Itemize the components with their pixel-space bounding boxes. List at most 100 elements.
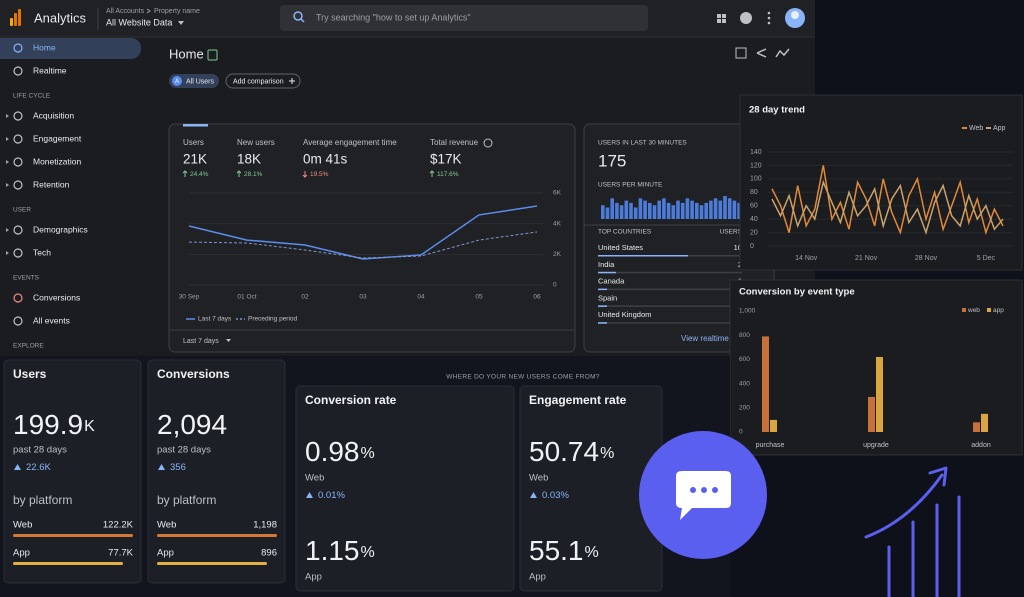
big-unit: %	[585, 544, 599, 561]
platform-value: 1,198	[253, 520, 277, 531]
minute-bar	[704, 202, 708, 219]
nav-expand	[6, 251, 9, 255]
y-tick-label: 80	[750, 189, 758, 196]
nav-section-title: USER	[13, 207, 31, 214]
big-unit: K	[84, 418, 95, 435]
nav-item[interactable]: Demographics	[33, 224, 88, 234]
search-icon	[293, 11, 303, 21]
minute-bar	[695, 202, 699, 219]
apps-icon	[717, 19, 721, 23]
per-minute-label: USERS PER MINUTE	[598, 182, 663, 189]
search-placeholder[interactable]: Try searching "how to set up Analytics"	[316, 12, 471, 22]
country-track	[598, 271, 742, 274]
compare-chip[interactable]	[225, 73, 301, 89]
logo-bar	[10, 18, 13, 26]
metric-value: $17K	[430, 152, 462, 167]
search-box[interactable]	[280, 5, 648, 31]
metric-change: 24.4%	[190, 171, 209, 178]
change: 0.03%	[542, 490, 569, 501]
nav-icon	[13, 66, 23, 76]
nav-icon	[13, 180, 23, 190]
summary-card	[147, 359, 286, 584]
rate-card	[295, 385, 515, 592]
metric-label: Users	[183, 138, 204, 147]
more-icon	[767, 16, 771, 20]
change: 22.6K	[26, 462, 51, 473]
minute-bar	[699, 205, 704, 219]
search-icon-handle	[300, 18, 305, 23]
nav-item[interactable]: Monetization	[33, 156, 81, 166]
big-value: 199.9K	[13, 409, 95, 440]
platform-name: App	[529, 572, 546, 583]
big-value: 1.15%	[305, 535, 375, 566]
chat-bubble	[676, 471, 731, 520]
minute-bar	[676, 200, 680, 219]
countries-label: TOP COUNTRIES	[598, 229, 652, 236]
platform-name: Web	[157, 520, 176, 531]
more-icon	[767, 21, 771, 25]
minute-bar	[601, 205, 605, 219]
active-tab	[183, 124, 208, 127]
nav-item[interactable]: Realtime	[33, 65, 67, 75]
nav-expand	[6, 160, 9, 164]
country-bar	[598, 255, 688, 257]
x-tick-label: 14 Nov	[795, 255, 818, 262]
nav-item[interactable]: All events	[33, 315, 70, 325]
card-title: Conversions	[157, 367, 230, 381]
minute-bar	[638, 198, 643, 219]
nav-item[interactable]: Engagement	[33, 133, 82, 143]
change-arrow	[306, 492, 313, 498]
nav-item[interactable]: Tech	[33, 247, 51, 257]
realtime-link[interactable]: View realtime	[681, 334, 729, 343]
range-selector[interactable]: Last 7 days	[183, 338, 219, 345]
filter-label[interactable]: All Users	[186, 78, 215, 85]
bar	[973, 422, 980, 432]
big-value: 55.1%	[529, 535, 599, 566]
platform-bar	[13, 562, 123, 565]
big-number: 1.15	[305, 535, 360, 566]
change: 356	[170, 462, 186, 473]
metric-change: 19.5%	[310, 171, 329, 178]
nav-item[interactable]: Retention	[33, 179, 70, 189]
metric-value: 21K	[183, 152, 207, 167]
big-value: 50.74%	[529, 436, 614, 467]
nav-icon	[13, 225, 23, 235]
avatar-head	[791, 11, 799, 19]
compare-plus	[289, 78, 295, 84]
page-title: Home	[169, 46, 204, 61]
country-users: 10	[734, 243, 742, 252]
nav-item[interactable]: Conversions	[33, 292, 80, 302]
y-tick-label: 120	[750, 162, 762, 169]
metric-value: 0m 41s	[303, 152, 348, 167]
range-dropdown	[226, 339, 231, 342]
minute-bar	[671, 205, 676, 219]
minute-bar	[718, 200, 723, 219]
property-name[interactable]: All Website Data	[106, 17, 172, 27]
y-tick-label: 600	[739, 356, 750, 363]
y-tick-label: 800	[739, 332, 750, 339]
bar	[762, 336, 769, 432]
nav-item[interactable]: Home	[33, 42, 56, 52]
nav-item[interactable]: Acquisition	[33, 110, 74, 120]
help-icon	[740, 12, 752, 24]
app-name: Analytics	[34, 10, 87, 25]
trend-title: 28 day trend	[749, 105, 805, 116]
compare-label[interactable]: Add comparison	[233, 78, 284, 85]
minute-bar	[723, 196, 727, 219]
period: past 28 days	[157, 445, 211, 456]
card-title: Users	[13, 367, 47, 381]
breakdown-title: by platform	[157, 493, 216, 507]
series-line	[188, 205, 538, 260]
nav-highlight	[0, 38, 141, 59]
legend-label: App	[993, 125, 1006, 132]
bar	[868, 396, 875, 432]
overview-card	[168, 123, 576, 353]
country-bar	[598, 305, 607, 307]
filter-chip[interactable]	[169, 74, 219, 88]
y-tick-label: 40	[750, 216, 758, 223]
bar	[981, 413, 988, 432]
legend-label: Web	[969, 125, 983, 132]
filter-initial: A	[175, 79, 179, 85]
minute-bar	[690, 200, 694, 219]
y-tick-label: 4K	[553, 220, 562, 227]
